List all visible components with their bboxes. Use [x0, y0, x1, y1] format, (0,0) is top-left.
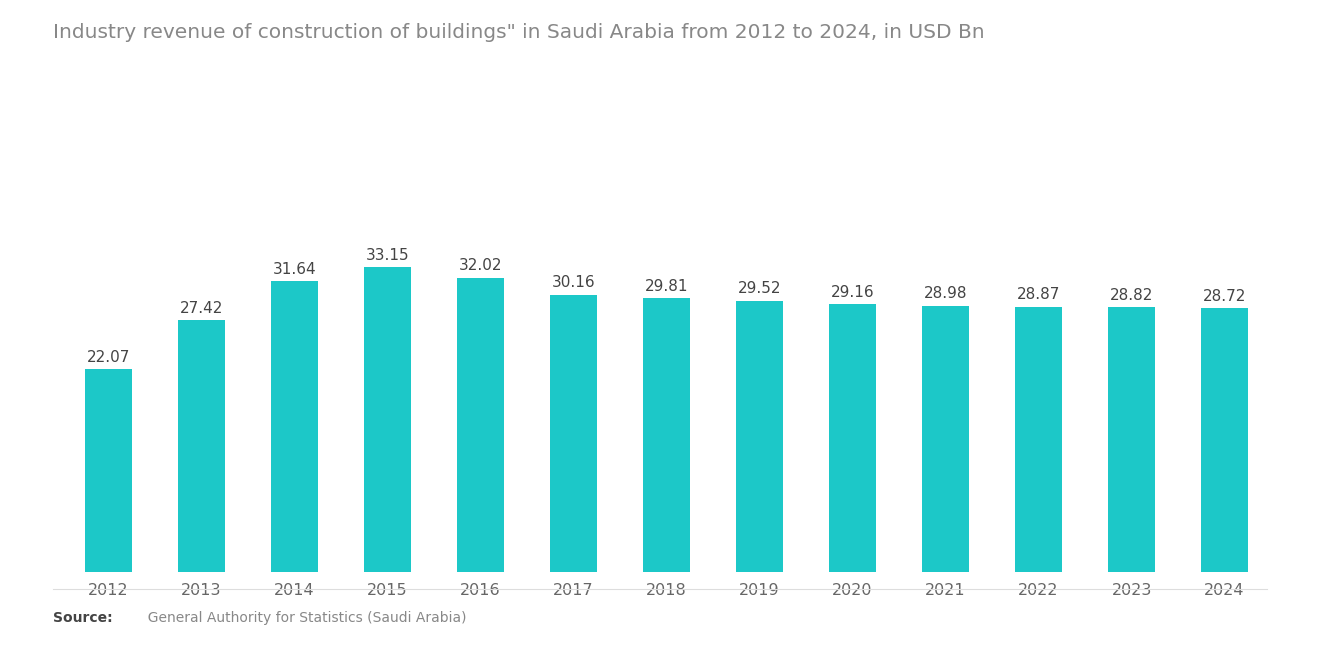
Text: 28.82: 28.82	[1110, 288, 1154, 303]
Text: 30.16: 30.16	[552, 275, 595, 291]
Text: 29.52: 29.52	[738, 281, 781, 296]
Bar	[364, 267, 411, 572]
Bar	[178, 320, 224, 572]
Text: 29.81: 29.81	[645, 279, 688, 293]
Bar	[1201, 308, 1247, 572]
Text: 28.72: 28.72	[1203, 289, 1246, 303]
Text: 28.98: 28.98	[924, 286, 968, 301]
Text: 31.64: 31.64	[273, 262, 317, 277]
Text: 22.07: 22.07	[87, 350, 131, 364]
Text: 28.87: 28.87	[1016, 287, 1060, 302]
Text: 33.15: 33.15	[366, 248, 409, 263]
Bar	[737, 301, 783, 572]
Text: 29.16: 29.16	[830, 285, 874, 299]
Bar	[643, 298, 690, 572]
Bar	[550, 295, 597, 572]
Bar	[829, 304, 876, 572]
Text: General Authority for Statistics (Saudi Arabia): General Authority for Statistics (Saudi …	[139, 611, 466, 625]
Bar	[923, 306, 969, 572]
Text: 27.42: 27.42	[180, 301, 223, 315]
Text: Industry revenue of construction of buildings" in Saudi Arabia from 2012 to 2024: Industry revenue of construction of buil…	[53, 23, 985, 43]
Bar	[1015, 307, 1061, 572]
Bar	[86, 369, 132, 572]
Bar	[457, 278, 504, 572]
Text: 32.02: 32.02	[459, 258, 503, 273]
Text: Source:: Source:	[53, 611, 112, 625]
Bar	[1109, 307, 1155, 572]
Bar	[272, 281, 318, 572]
